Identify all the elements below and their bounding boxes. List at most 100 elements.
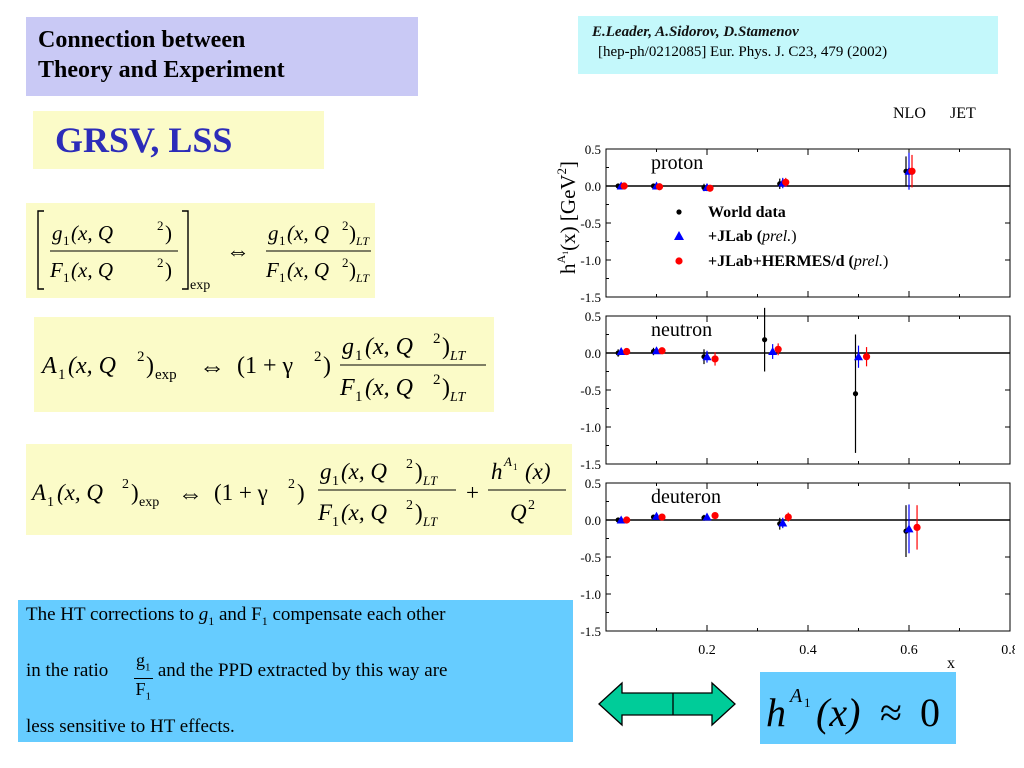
eq3-lt-2: LT: [422, 514, 438, 529]
data-point-neutron: [774, 345, 782, 353]
eq1-r-lt: LT: [355, 234, 370, 248]
eq2-A: A: [40, 353, 57, 379]
eq2-frac-close-2: ): [442, 375, 450, 401]
eq1-F: F: [49, 258, 63, 282]
eq3-lt: LT: [422, 473, 438, 488]
y-tick-label-proton: -1.5: [580, 290, 601, 305]
reference-box: E.Leader, A.Sidorov, D.Stamenov [hep-ph/…: [578, 16, 998, 74]
eq3-hx: (x): [525, 459, 551, 484]
eq3-equiv: ⇔: [178, 481, 203, 508]
panel-title-neutron: neutron: [651, 319, 712, 341]
eq1-args: (x, Q: [71, 221, 113, 245]
eq2-frac-args-2: (x, Q: [365, 375, 413, 401]
eq2-frac-close: ): [442, 334, 450, 360]
reference-authors: E.Leader, A.Sidorov, D.Stamenov: [592, 24, 799, 40]
eq1-r-F: F: [265, 258, 279, 282]
eq2-exp: exp: [155, 367, 177, 383]
eq1-g: g: [52, 221, 63, 245]
data-point-proton: [782, 178, 790, 186]
eq3-A-sub: 1: [47, 495, 54, 510]
note-line1-post: compensate each other: [272, 604, 446, 625]
h-approx-zero-box: h A 1 (x) ≈ 0: [760, 672, 956, 744]
note-frac-num-sub: 1: [145, 661, 151, 674]
note-line2-pre: in the ratio: [26, 660, 109, 681]
title-box: Connection between Theory and Experiment: [26, 17, 418, 96]
hbox-h: h: [766, 690, 786, 735]
eq1-sq-2: 2: [157, 255, 164, 270]
note-frac-den: F: [135, 678, 146, 699]
eq2-gamma-sq: 2: [314, 349, 322, 365]
h-approx-zero-equation: h A 1 (x) ≈ 0: [766, 685, 940, 735]
eq2-frac-args: (x, Q: [365, 334, 413, 360]
eq2-frac-sq: 2: [433, 331, 441, 347]
data-point-deuteron: [702, 512, 712, 521]
y-tick-label-neutron: -1.5: [580, 457, 601, 472]
eq3-h: h: [491, 459, 503, 484]
double-arrow-icon: [598, 681, 736, 727]
data-point-neutron: [852, 391, 859, 397]
eq3-gamma-close: ): [297, 480, 305, 505]
note-line2-post: and the PPD extracted by this way are: [157, 660, 448, 681]
legend-entry: +JLab+HERMES/d (prel.): [708, 253, 888, 270]
note-line1-pre: The HT corrections to: [26, 604, 194, 625]
left-bracket-shape: [37, 210, 44, 290]
y-tick-label-deuteron: -0.5: [580, 550, 601, 565]
data-point-proton: [620, 182, 628, 190]
eq3-F-sub: 1: [332, 515, 339, 530]
panel-title-deuteron: deuteron: [651, 486, 721, 508]
eq2-F: F: [339, 375, 355, 401]
y-tick-label-neutron: 0.0: [585, 346, 601, 361]
note-g: g: [198, 604, 209, 625]
eq3-Q-sq: 2: [528, 498, 535, 513]
eq1-r-F-sub: 1: [279, 270, 286, 285]
eq1-r-lt-2: LT: [355, 271, 370, 285]
eq1-F-sub: 1: [63, 270, 70, 285]
y-tick-label-deuteron: -1.5: [580, 624, 601, 639]
eq3-exp: exp: [139, 495, 159, 510]
eq3-frac-sq: 2: [406, 457, 413, 472]
eq3-A: A: [30, 480, 47, 505]
x-tick-label: 0.8: [1001, 643, 1015, 658]
y-tick-label-deuteron: -1.0: [580, 587, 601, 602]
y-tick-label-deuteron: 0.5: [585, 476, 601, 491]
eq3-g-sub: 1: [332, 474, 339, 489]
eq1-g-sub: 1: [63, 233, 70, 248]
eq3-gamma: (1 + γ: [214, 480, 268, 505]
y-axis-label: hA1(x) [GeV2]: [554, 161, 580, 274]
eq1-r-g: g: [268, 221, 279, 245]
data-point-neutron: [862, 353, 871, 361]
hbox-x: (x): [816, 690, 860, 735]
data-point-neutron: [702, 352, 712, 361]
x-axis-label: x: [947, 655, 955, 672]
data-point-neutron: [768, 347, 778, 356]
note-F-sub: 1: [261, 613, 268, 628]
panel-title-proton: proton: [651, 152, 703, 174]
equation-a1: A 1 (x, Q 2 ) exp ⇔ (1 + γ 2 ) g 1 (x, Q…: [40, 331, 486, 405]
data-point-deuteron: [913, 523, 921, 531]
eq1-r-args-2: (x, Q: [287, 258, 329, 282]
ht-plot: NLO JET hA1(x) [GeV2] 0.5 0.0 -0.5 -1.0 -1.5 pro…: [554, 105, 1015, 672]
eq1-r-sq-2: 2: [342, 255, 349, 270]
x-tick-label: 0.6: [900, 643, 918, 658]
eq1-close: ): [165, 221, 172, 245]
y-tick-label-neutron: -1.0: [580, 420, 601, 435]
note-line3: less sensitive to HT effects.: [26, 716, 235, 737]
hbox-approx: ≈: [880, 690, 902, 735]
eq2-lt: LT: [449, 349, 467, 364]
eq1-r-sq: 2: [342, 218, 349, 233]
eq3-frac-args-2: (x, Q: [341, 500, 387, 525]
data-point-proton: [706, 184, 714, 192]
legend-marker: [676, 209, 682, 215]
eq1-r-args: (x, Q: [287, 221, 329, 245]
equation-a1-box: A 1 (x, Q 2 ) exp ⇔ (1 + γ 2 ) g 1 (x, Q…: [34, 317, 494, 412]
y-tick-label-proton: -0.5: [580, 216, 601, 231]
eq1-r-close-2: ): [349, 258, 356, 282]
eq3-sq: 2: [122, 477, 129, 492]
data-point-neutron: [658, 347, 666, 355]
data-point-neutron: [854, 352, 863, 361]
right-bracket-shape: [182, 210, 189, 290]
eq1-args-2: (x, Q: [71, 258, 113, 282]
eq2-g-sub: 1: [355, 348, 363, 364]
data-point-neutron: [616, 347, 626, 356]
data-point-deuteron: [904, 524, 914, 533]
